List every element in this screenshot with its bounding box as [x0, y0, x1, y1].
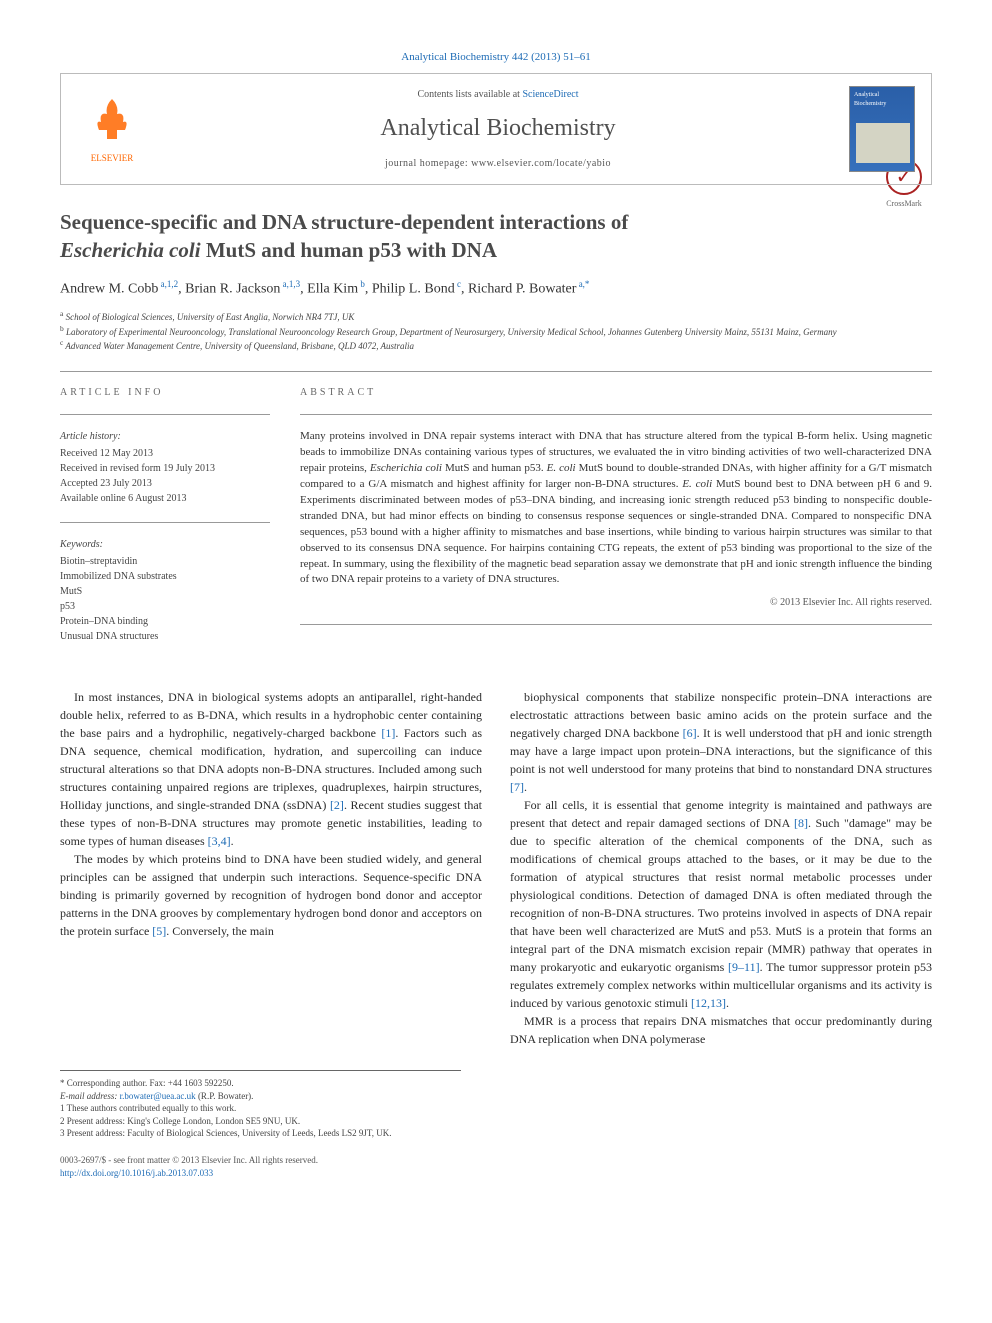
article-info-label: ARTICLE INFO [60, 386, 270, 400]
ref-link[interactable]: [3,4] [208, 834, 231, 848]
email-line: E-mail address: r.bowater@uea.ac.uk (R.P… [60, 1090, 461, 1103]
cover-title: Analytical Biochemistry [850, 87, 914, 112]
history-title: Article history: [60, 429, 270, 444]
ref-link[interactable]: [6] [683, 726, 697, 740]
author: Philip L. Bond [372, 282, 455, 297]
affiliations: a School of Biological Sciences, Univers… [60, 309, 932, 353]
divider [60, 522, 270, 523]
history-line: Received 12 May 2013 [60, 446, 270, 461]
author-sup: a,1,2 [158, 279, 178, 289]
body-paragraph: For all cells, it is essential that geno… [510, 796, 932, 1012]
footnote-2: 2 Present address: King's College London… [60, 1115, 461, 1128]
ref-link[interactable]: [12,13] [691, 996, 726, 1010]
cover-image-placeholder [856, 123, 910, 163]
body-paragraph: MMR is a process that repairs DNA mismat… [510, 1012, 932, 1048]
body-column-left: In most instances, DNA in biological sys… [60, 688, 482, 1048]
keywords-title: Keywords: [60, 537, 270, 552]
footnotes: * Corresponding author. Fax: +44 1603 59… [60, 1070, 461, 1140]
history-line: Accepted 23 July 2013 [60, 476, 270, 491]
journal-header: ELSEVIER Contents lists available at Sci… [60, 73, 932, 185]
ref-link[interactable]: [5] [152, 924, 166, 938]
keyword: p53 [60, 599, 270, 614]
author-sup: a,* [576, 279, 589, 289]
divider [300, 624, 932, 625]
journal-homepage[interactable]: journal homepage: www.elsevier.com/locat… [147, 157, 849, 171]
affiliation: c Advanced Water Management Centre, Univ… [60, 338, 932, 353]
ref-link[interactable]: [7] [510, 780, 524, 794]
elsevier-logo[interactable]: ELSEVIER [77, 94, 147, 164]
keyword: MutS [60, 584, 270, 599]
keyword: Protein–DNA binding [60, 614, 270, 629]
abstract-text: Many proteins involved in DNA repair sys… [300, 429, 932, 588]
ref-link[interactable]: [1] [381, 726, 395, 740]
history-line: Available online 6 August 2013 [60, 491, 270, 506]
author: Andrew M. Cobb [60, 282, 158, 297]
body-column-right: biophysical components that stabilize no… [510, 688, 932, 1048]
ref-link[interactable]: [9–11] [728, 960, 760, 974]
author-sup: a,1,3 [280, 279, 300, 289]
body-text: In most instances, DNA in biological sys… [60, 688, 932, 1048]
journal-name: Analytical Biochemistry [147, 112, 849, 146]
citation-line: Analytical Biochemistry 442 (2013) 51–61 [60, 50, 932, 65]
ref-link[interactable]: [2] [330, 798, 344, 812]
author-list: Andrew M. Cobb a,1,2, Brian R. Jackson a… [60, 278, 932, 299]
affiliation: b Laboratory of Experimental Neurooncolo… [60, 324, 932, 339]
divider [60, 371, 932, 372]
author-sup: b [358, 279, 365, 289]
body-paragraph: The modes by which proteins bind to DNA … [60, 850, 482, 940]
keywords-block: Keywords: Biotin–streptavidinImmobilized… [60, 537, 270, 644]
history-line: Received in revised form 19 July 2013 [60, 461, 270, 476]
page-footer: 0003-2697/$ - see front matter © 2013 El… [60, 1154, 932, 1179]
footnote-3: 3 Present address: Faculty of Biological… [60, 1127, 461, 1140]
keyword: Immobilized DNA substrates [60, 569, 270, 584]
elsevier-label: ELSEVIER [77, 152, 147, 165]
doi-link[interactable]: http://dx.doi.org/10.1016/j.ab.2013.07.0… [60, 1168, 213, 1178]
email-link[interactable]: r.bowater@uea.ac.uk [120, 1091, 196, 1101]
corresponding-author: * Corresponding author. Fax: +44 1603 59… [60, 1077, 461, 1090]
body-paragraph: In most instances, DNA in biological sys… [60, 688, 482, 850]
copyright-line: © 2013 Elsevier Inc. All rights reserved… [300, 596, 932, 610]
article-title: Sequence-specific and DNA structure-depe… [60, 209, 932, 264]
author: Richard P. Bowater [468, 282, 576, 297]
keyword: Unusual DNA structures [60, 629, 270, 644]
contents-line: Contents lists available at ScienceDirec… [147, 88, 849, 102]
author: Brian R. Jackson [185, 282, 280, 297]
journal-cover-thumbnail[interactable]: Analytical Biochemistry [849, 86, 915, 172]
divider [60, 414, 270, 415]
footnote-1: 1 These authors contributed equally to t… [60, 1102, 461, 1115]
affiliation: a School of Biological Sciences, Univers… [60, 309, 932, 324]
elsevier-tree-icon [87, 94, 137, 144]
author: Ella Kim [307, 282, 358, 297]
author-sup: c [455, 279, 461, 289]
divider [300, 414, 932, 415]
sciencedirect-link[interactable]: ScienceDirect [522, 89, 578, 100]
abstract-label: ABSTRACT [300, 386, 932, 400]
issn-line: 0003-2697/$ - see front matter © 2013 El… [60, 1154, 932, 1167]
crossmark-label: CrossMark [886, 199, 922, 208]
body-paragraph: biophysical components that stabilize no… [510, 688, 932, 796]
ref-link[interactable]: [8] [794, 816, 808, 830]
keyword: Biotin–streptavidin [60, 554, 270, 569]
article-history: Article history: Received 12 May 2013Rec… [60, 429, 270, 506]
